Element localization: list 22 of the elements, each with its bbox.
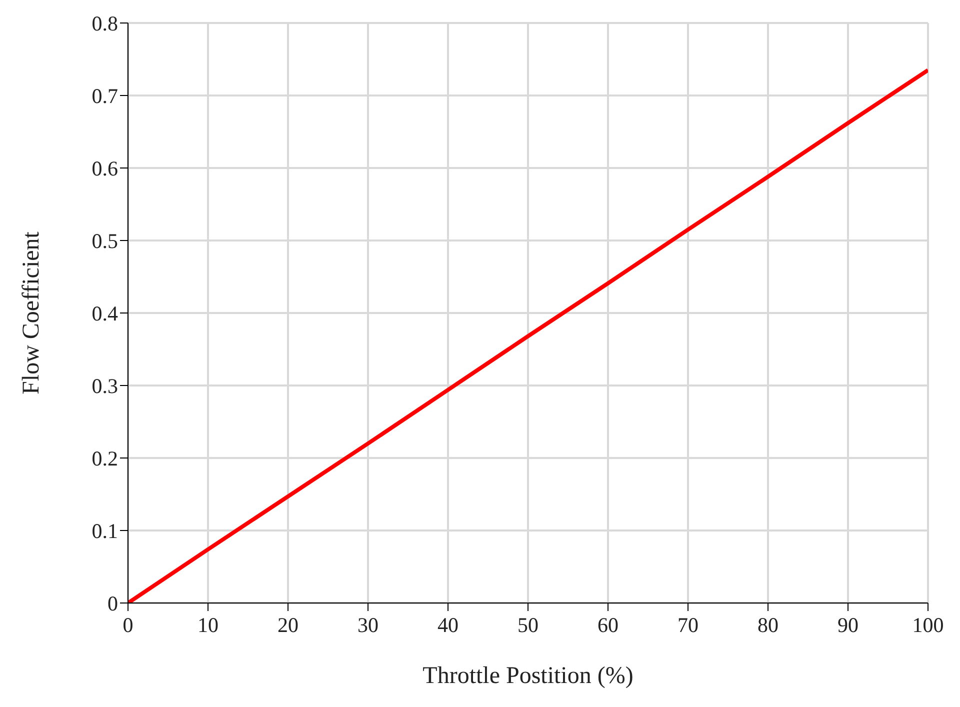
x-tick-label: 100 [912,612,944,637]
x-tick-label: 40 [438,612,458,637]
y-tick-label: 0.5 [92,228,118,253]
x-tick-label: 0 [122,612,134,637]
y-tick-label: 0.8 [92,11,118,36]
x-tick-label: 60 [598,612,618,637]
x-tick-label: 10 [198,612,218,637]
x-tick-label: 70 [678,612,698,637]
x-tick-label: 90 [838,612,858,637]
y-axis-title: Flow Coefficient [18,231,45,394]
y-tick-label: 0 [108,591,118,616]
y-tick-label: 0.2 [92,446,118,470]
x-tick-label: 30 [358,612,378,637]
y-tick-label: 0.6 [92,156,118,180]
y-tick-label: 0.3 [92,374,118,398]
y-tick-label: 0.1 [92,518,118,543]
y-tick-label: 0.7 [92,84,118,108]
x-tick-label: 20 [278,612,298,637]
x-tick-label: 80 [758,612,778,637]
x-axis-title: Throttle Postition (%) [422,663,634,689]
x-tick-label: 50 [518,612,538,637]
y-tick-label: 0.4 [92,301,118,326]
